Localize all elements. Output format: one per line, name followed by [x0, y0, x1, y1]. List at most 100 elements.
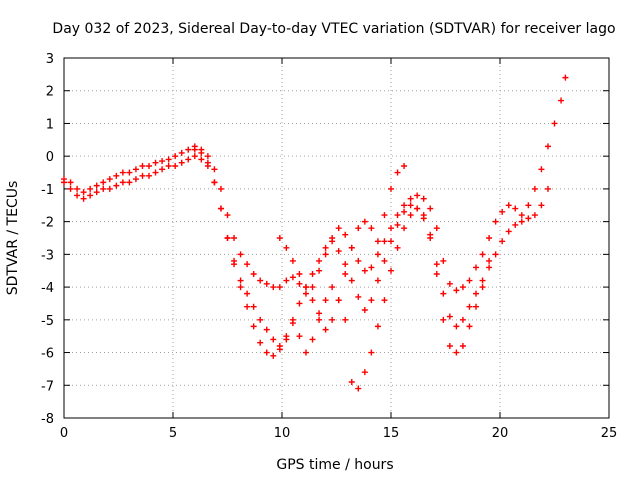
data-point — [322, 326, 329, 333]
data-point — [296, 280, 303, 287]
data-point — [394, 212, 401, 219]
data-point — [446, 280, 453, 287]
data-point — [237, 251, 244, 258]
data-point — [499, 208, 506, 215]
data-point — [146, 172, 153, 179]
x-tick-label: 10 — [274, 426, 291, 441]
data-point — [106, 185, 113, 192]
data-point — [231, 261, 238, 268]
data-point — [407, 202, 414, 209]
data-point — [270, 336, 277, 343]
data-point — [342, 271, 349, 277]
data-point — [80, 189, 87, 196]
data-point — [446, 313, 453, 320]
data-point — [67, 179, 74, 186]
data-point — [100, 185, 107, 192]
y-tick-label: -5 — [41, 314, 54, 329]
data-point — [368, 349, 375, 356]
x-axis-label: GPS time / hours — [276, 457, 393, 473]
data-point — [67, 185, 74, 192]
data-point — [505, 202, 512, 209]
data-point — [237, 284, 244, 291]
data-point — [388, 267, 394, 274]
x-tick-label: 5 — [169, 426, 177, 441]
data-point — [250, 303, 257, 310]
x-tick-label: 25 — [601, 426, 618, 441]
data-point — [119, 179, 126, 186]
data-point — [302, 290, 309, 297]
data-point — [427, 231, 434, 238]
data-point — [126, 179, 133, 186]
data-point — [466, 303, 473, 310]
y-tick-label: -3 — [41, 248, 54, 263]
data-point — [374, 277, 381, 284]
data-point — [250, 323, 257, 330]
data-point — [217, 185, 224, 192]
data-point — [119, 169, 126, 176]
data-point — [159, 158, 166, 165]
data-point — [512, 205, 519, 212]
data-point — [276, 235, 283, 241]
data-point — [329, 238, 336, 245]
data-point — [289, 320, 296, 327]
data-point — [414, 205, 421, 212]
data-point — [466, 277, 473, 284]
y-tick-label: -8 — [41, 412, 54, 427]
data-point — [558, 97, 565, 104]
data-point — [531, 212, 538, 219]
data-point — [316, 267, 323, 274]
data-point — [211, 179, 218, 186]
data-point — [296, 271, 303, 277]
data-point — [459, 343, 466, 349]
data-point — [374, 251, 381, 258]
data-point — [531, 185, 538, 192]
data-point — [322, 297, 329, 304]
data-point — [309, 271, 316, 277]
data-point — [316, 316, 323, 323]
data-point — [335, 297, 342, 304]
data-point — [132, 166, 139, 173]
grid-lines — [64, 58, 609, 418]
data-point — [198, 156, 205, 163]
data-point — [87, 185, 94, 192]
data-point — [342, 261, 349, 268]
y-tick-label: -2 — [41, 216, 54, 231]
data-point — [446, 343, 453, 349]
data-point — [492, 251, 499, 258]
data-point — [257, 316, 264, 323]
data-point — [355, 293, 362, 300]
y-axis-label: SDTVAR / TECUs — [5, 181, 21, 296]
data-point — [257, 277, 264, 284]
data-point — [525, 215, 532, 222]
data-point — [388, 225, 394, 232]
data-point — [113, 182, 120, 189]
data-point — [473, 303, 480, 310]
data-point — [381, 257, 388, 264]
data-point — [348, 277, 355, 284]
data-point — [381, 212, 388, 219]
y-tick-label: 1 — [46, 117, 54, 132]
data-point — [217, 205, 224, 212]
data-point — [368, 297, 375, 304]
y-tick-label: -4 — [41, 281, 54, 296]
data-point — [355, 225, 362, 232]
data-point — [551, 120, 558, 127]
data-point — [244, 303, 251, 310]
data-point — [329, 316, 336, 323]
data-point — [401, 202, 408, 209]
data-point — [466, 323, 473, 330]
data-point — [74, 185, 81, 192]
data-series — [276, 163, 408, 333]
data-point — [518, 218, 525, 225]
data-point — [486, 257, 493, 264]
data-point — [538, 202, 545, 209]
data-point — [459, 284, 466, 291]
data-point — [381, 238, 388, 245]
data-point — [289, 257, 296, 264]
data-point — [178, 149, 185, 156]
data-point — [486, 264, 493, 271]
data-point — [191, 146, 198, 153]
data-point — [263, 349, 270, 356]
data-point — [100, 179, 107, 186]
data-point — [505, 228, 512, 235]
